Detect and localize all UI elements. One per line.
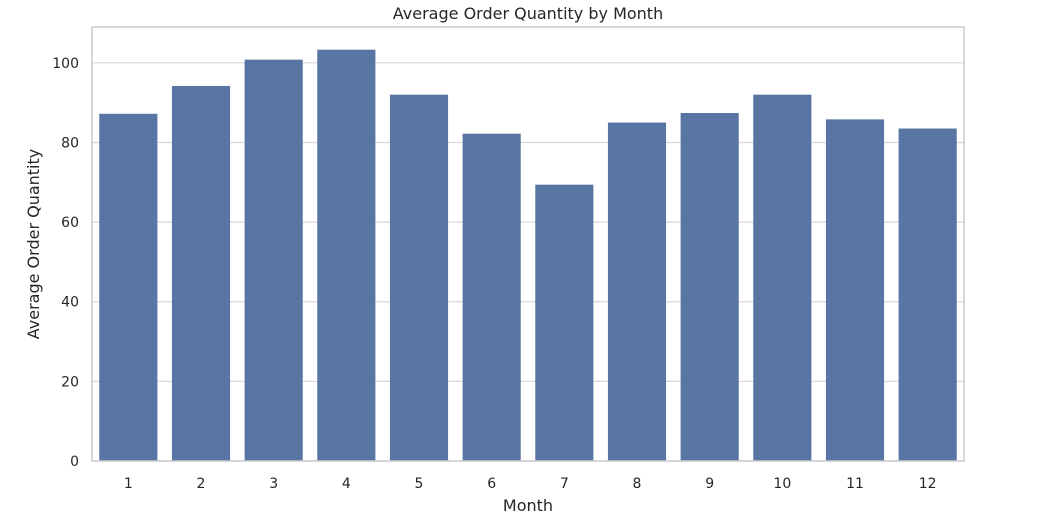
bar-month-11 xyxy=(825,119,885,461)
x-tick-label: 10 xyxy=(773,476,791,492)
x-tick-label: 12 xyxy=(919,476,937,492)
bar-month-6 xyxy=(462,133,521,461)
y-tick-labels: 0 20 40 60 80 100 xyxy=(52,56,79,470)
bar-month-3 xyxy=(244,59,303,462)
x-tick-label: 4 xyxy=(342,476,351,492)
bar-month-2 xyxy=(171,85,231,462)
chart-title: Average Order Quantity by Month xyxy=(393,4,663,23)
x-tick-label: 7 xyxy=(560,476,569,492)
bar-month-8 xyxy=(607,122,667,461)
bar-month-4 xyxy=(317,49,376,462)
bar-month-1 xyxy=(99,113,158,462)
x-tick-label: 5 xyxy=(415,476,424,492)
x-tick-label: 3 xyxy=(269,476,278,492)
plot-frame xyxy=(91,26,965,462)
bar-month-5 xyxy=(389,94,449,461)
y-tick-label: 0 xyxy=(70,454,79,470)
x-tick-label: 11 xyxy=(846,476,864,492)
x-tick-labels: 1 2 3 4 5 6 7 8 9 10 11 12 xyxy=(124,476,937,492)
y-tick-label: 60 xyxy=(61,215,79,231)
y-tick-label: 40 xyxy=(61,295,79,311)
x-tick-label: 1 xyxy=(124,476,133,492)
x-tick-label: 8 xyxy=(633,476,642,492)
y-tick-label: 20 xyxy=(61,374,79,390)
bar-month-7 xyxy=(535,184,594,461)
x-tick-label: 9 xyxy=(705,476,714,492)
y-axis-title: Average Order Quantity xyxy=(24,149,43,339)
x-tick-label: 2 xyxy=(197,476,206,492)
bar-month-9 xyxy=(680,113,739,462)
bar-month-12 xyxy=(898,128,957,461)
bar-month-10 xyxy=(753,94,812,461)
x-axis-title: Month xyxy=(503,496,553,515)
y-tick-label: 80 xyxy=(61,135,79,151)
x-tick-label: 6 xyxy=(487,476,496,492)
bars xyxy=(99,49,957,462)
y-tick-label: 100 xyxy=(52,56,79,72)
